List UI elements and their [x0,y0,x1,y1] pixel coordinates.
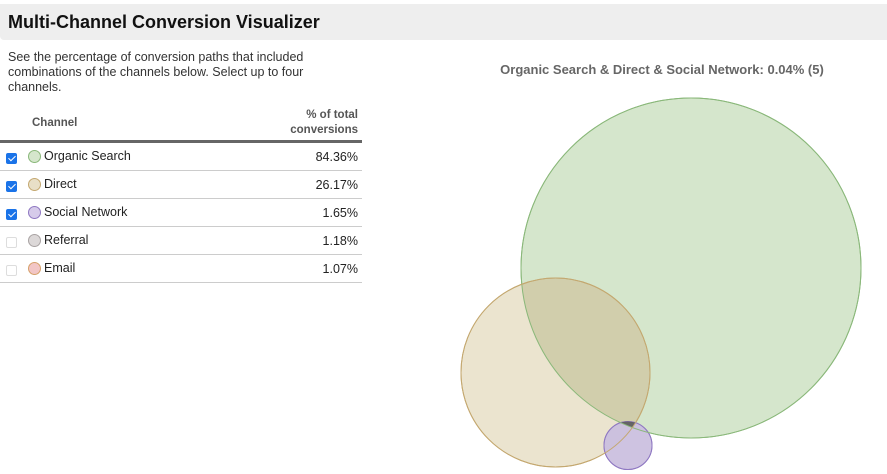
venn-outline [460,277,651,468]
column-header-percent: % of total conversions [224,106,362,143]
checkbox-cell [0,198,28,227]
channel-color-dot-icon [28,149,41,163]
channel-color-dot-icon [28,177,41,191]
checkbox-cell [0,254,28,283]
table-row[interactable]: Direct 26.17% [0,170,362,199]
channel-cell: Organic Search [28,141,225,171]
table-row[interactable]: Organic Search 84.36% [0,141,362,171]
channel-checkbox[interactable] [6,208,17,220]
checkbox-cell [0,226,28,255]
checkbox-cell [0,141,28,171]
channel-table: Channel % of total conversions Organic S… [0,106,362,283]
channel-checkbox[interactable] [6,180,17,192]
channel-checkbox[interactable] [6,152,17,164]
table-row[interactable]: Email 1.07% [0,254,362,283]
table-row[interactable]: Social Network 1.65% [0,198,362,227]
channel-cell: Social Network [28,198,225,227]
page-title: Multi-Channel Conversion Visualizer [8,12,320,32]
page-header: Multi-Channel Conversion Visualizer [0,4,887,40]
channel-cell: Email [28,254,225,283]
channel-checkbox[interactable] [6,264,17,276]
channel-color-dot-icon [28,233,41,247]
percent-cell: 26.17% [224,170,362,199]
percent-cell: 1.65% [224,198,362,227]
venn-outline [520,97,862,439]
channel-label: Direct [44,177,77,192]
percent-cell: 84.36% [224,141,362,171]
percent-cell: 1.07% [224,254,362,283]
channel-label: Referral [44,233,89,248]
percent-cell: 1.18% [224,226,362,255]
venn-circle-social-network-outline[interactable] [603,421,653,470]
channel-label: Social Network [44,205,128,220]
checkbox-cell [0,170,28,199]
channel-color-dot-icon [28,205,41,219]
description-text: See the percentage of conversion paths t… [8,50,304,94]
column-header-channel: Channel [0,106,225,143]
venn-title: Organic Search & Direct & Social Network… [500,62,824,77]
channel-color-dot-icon [28,261,41,275]
channel-checkbox[interactable] [6,236,17,248]
table-row[interactable]: Referral 1.18% [0,226,362,255]
channel-cell: Referral [28,226,225,255]
column-header-percent-line1: % of total [306,109,358,121]
channel-label: Email [44,261,76,276]
channel-cell: Direct [28,170,225,199]
column-header-percent-line2: conversions [290,124,358,136]
channel-label: Organic Search [44,149,131,164]
